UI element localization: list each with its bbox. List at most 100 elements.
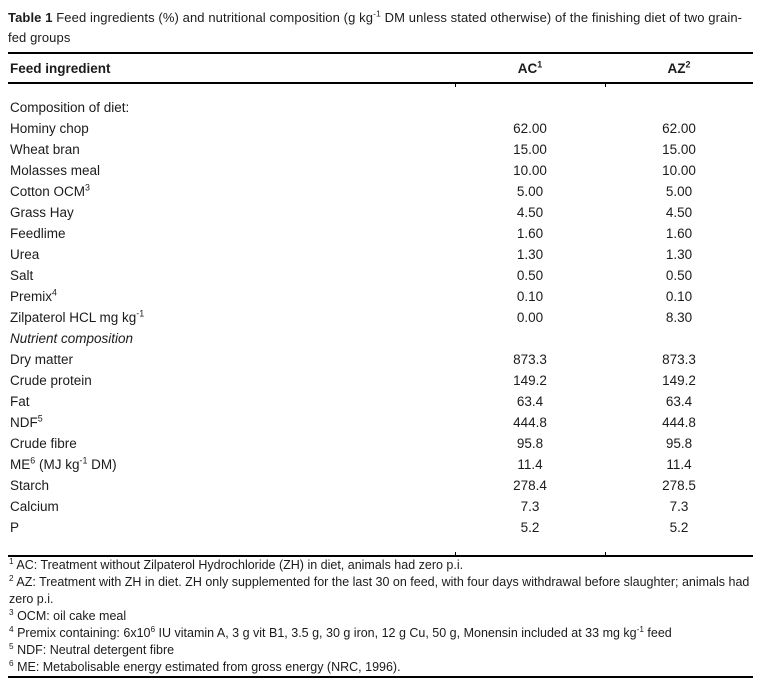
footnote: 5 NDF: Neutral detergent fibre [9,641,175,657]
table-row: Nutrient composition [8,328,753,349]
row-label: Grass Hay [10,205,74,220]
value-ac: 7.3 [520,499,540,514]
row-label: NDF5 [10,413,43,430]
footnotes: 1 AC: Treatment without Zilpaterol Hydro… [8,555,753,678]
column-header-az: AZ2 [605,52,753,84]
footnote: 1 AC: Treatment without Zilpaterol Hydro… [9,556,464,572]
row-label: Wheat bran [10,142,80,157]
feed-table-body: Composition of diet: Hominy chop 62.00 62.0… [8,83,753,555]
row-label: Crude fibre [10,436,77,451]
row-label: Cotton OCM3 [10,182,90,199]
row-label: Nutrient composition [10,331,134,346]
footnote: 2 AZ: Treatment with ZH in diet. ZH only… [9,573,750,606]
value-az: 5.2 [669,520,689,535]
value-az: 8.30 [665,310,693,325]
feed-table: Feed ingredient AC1 AZ2 Composition of d… [8,52,753,555]
value-ac: 15.00 [513,142,547,157]
column-divider-tick [455,84,456,87]
table-row: Molasses meal 10.00 10.00 [8,160,753,181]
row-label: Urea [10,247,40,262]
value-ac: 1.30 [516,247,544,262]
row-label: Dry matter [10,352,74,367]
value-az: 10.00 [662,163,696,178]
table-caption-number: Table 1 [8,10,53,25]
value-az: 5.00 [665,184,693,199]
value-az [605,328,753,349]
row-label: Fat [10,394,30,409]
row-label: Molasses meal [10,163,101,178]
value-ac: 0.50 [516,268,544,283]
value-ac: 278.4 [513,478,547,493]
row-label: Composition of diet: [10,100,130,115]
row-label: P [10,520,20,535]
value-az: 95.8 [665,436,693,451]
value-az: 15.00 [662,142,696,157]
column-header-ac: AC1 [455,52,605,84]
value-az: 4.50 [665,205,693,220]
table-caption: Table 1 Feed ingredients (%) and nutriti… [8,8,760,48]
row-label: Salt [10,268,34,283]
value-ac: 11.4 [517,457,543,472]
value-ac: 10.00 [513,163,547,178]
value-az: 1.60 [665,226,693,241]
value-ac [455,83,605,118]
value-ac: 5.2 [520,520,540,535]
table-row: Dry matter 873.3 873.3 [8,349,753,370]
row-label: Calcium [10,499,59,514]
column-header-feed-ingredient: Feed ingredient [8,52,455,84]
footnote: 6 ME: Metabolisable energy estimated fro… [9,658,401,674]
table-row: Starch 278.4 278.5 [8,475,753,496]
table-caption-text: Feed ingredients (%) and nutritional com… [8,8,743,45]
value-ac: 1.60 [516,226,544,241]
value-az: 62.00 [662,121,696,136]
value-az: 0.50 [665,268,693,283]
row-label: Hominy chop [10,121,89,136]
value-ac: 0.00 [516,310,544,325]
table-row: Feedlime 1.60 1.60 [8,223,753,244]
value-az: 0.10 [665,289,693,304]
table-row: P 5.2 5.2 [8,517,753,555]
table-row: Hominy chop 62.00 62.00 [8,118,753,139]
table-row: Grass Hay 4.50 4.50 [8,202,753,223]
value-ac: 149.2 [513,373,547,388]
row-label: Crude protein [10,373,92,388]
value-ac [455,328,605,349]
column-divider-tick [605,552,606,555]
table-row: Calcium 7.3 7.3 [8,496,753,517]
table-row: Crude protein 149.2 149.2 [8,370,753,391]
table-row: ME6 (MJ kg-1 DM) 11.4 11.4 [8,454,753,475]
table-row: Zilpaterol HCL mg kg-1 0.00 8.30 [8,307,753,328]
column-divider-tick [605,84,606,87]
value-az: 63.4 [665,394,693,409]
value-az: 278.5 [662,478,696,493]
value-az: 7.3 [669,499,689,514]
table-row: Premix4 0.10 0.10 [8,286,753,307]
table-wrap: Feed ingredient AC1 AZ2 Composition of d… [8,52,753,555]
row-label: ME6 (MJ kg-1 DM) [10,455,117,472]
value-az: 873.3 [662,352,696,367]
table-row: Cotton OCM3 5.00 5.00 [8,181,753,202]
value-ac: 444.8 [513,415,547,430]
value-az: 11.4 [666,457,692,472]
row-label: Zilpaterol HCL mg kg-1 [10,308,145,325]
value-az: 149.2 [662,373,696,388]
table-row: NDF5 444.8 444.8 [8,412,753,433]
table-row: Urea 1.30 1.30 [8,244,753,265]
row-label: Starch [10,478,50,493]
value-az [605,83,753,118]
column-divider-tick [455,552,456,555]
value-ac: 0.10 [516,289,544,304]
table-row: Crude fibre 95.8 95.8 [8,433,753,454]
table-row: Wheat bran 15.00 15.00 [8,139,753,160]
table-row: Composition of diet: [8,83,753,118]
value-ac: 95.8 [516,436,544,451]
row-label: Premix4 [10,287,57,304]
footnote: 3 OCM: oil cake meal [9,607,127,623]
table-header-row: Feed ingredient AC1 AZ2 [8,52,753,84]
footnote: 4 Premix containing: 6x106 IU vitamin A,… [9,624,672,640]
value-ac: 4.50 [516,205,544,220]
table-row: Fat 63.4 63.4 [8,391,753,412]
value-ac: 62.00 [513,121,547,136]
value-ac: 63.4 [516,394,544,409]
